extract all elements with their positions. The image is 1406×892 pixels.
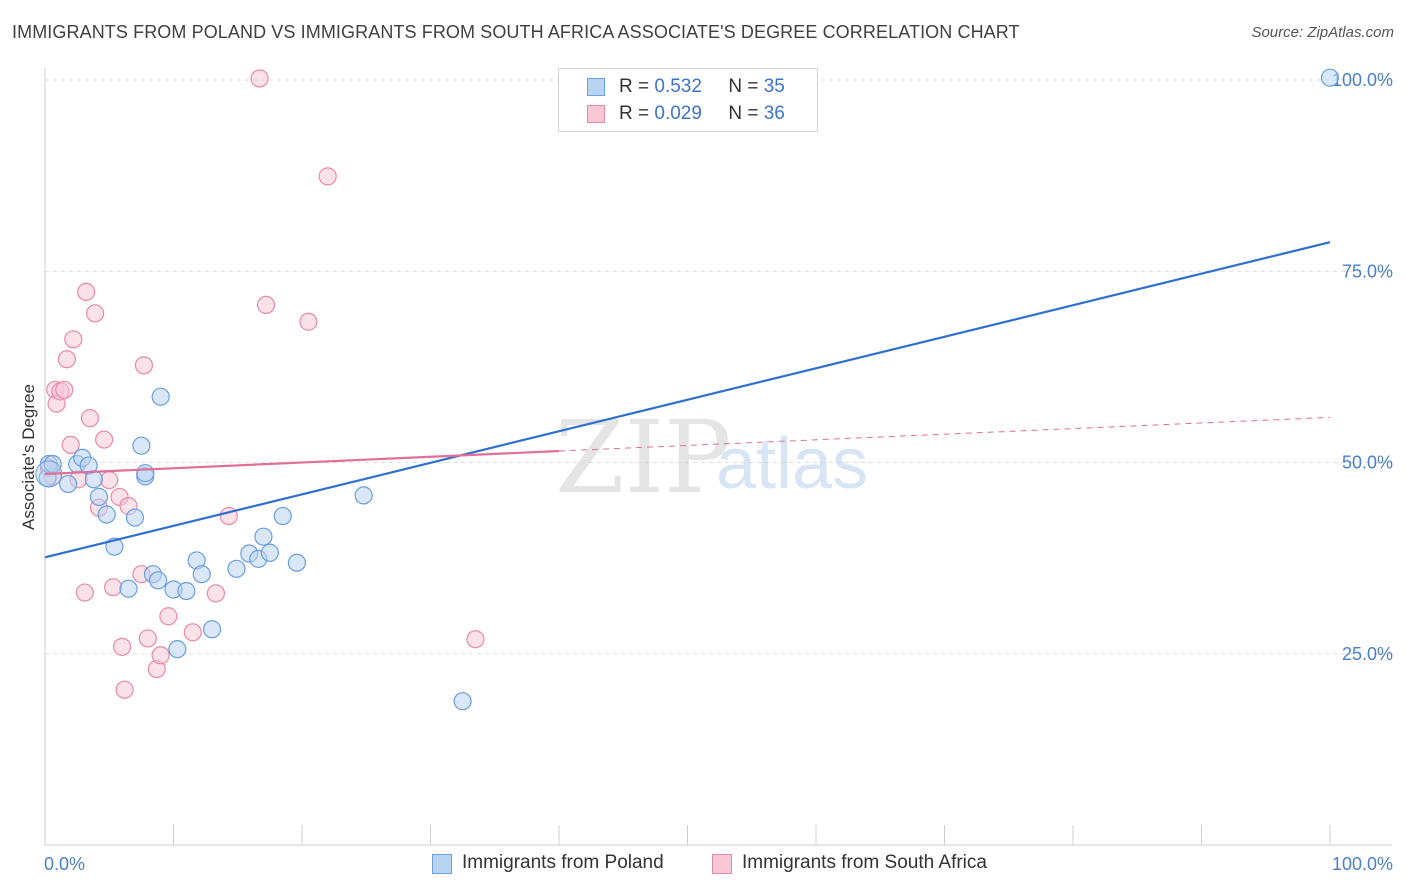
poland-points [35, 68, 1340, 711]
correlation-legend: R = 0.532 N = 35 R = 0.029 N = 36 [558, 68, 818, 132]
data-point-poland [97, 505, 116, 524]
data-point-poland [132, 436, 151, 455]
y-tick-label: 75.0% [1342, 261, 1393, 281]
y-tick-label: 50.0% [1342, 453, 1393, 473]
data-point-south-africa [466, 630, 485, 649]
data-point-poland [168, 640, 187, 659]
data-point-south-africa [299, 312, 318, 331]
data-point-poland [254, 527, 273, 546]
legend-swatch-south-africa [587, 105, 605, 123]
data-point-south-africa [80, 409, 100, 428]
data-point-poland [125, 508, 145, 527]
data-point-poland [148, 571, 168, 590]
data-point-poland [227, 559, 246, 578]
source-label: Source: ZipAtlas.com [1251, 24, 1394, 41]
trend-line-south-africa-extension [558, 416, 1331, 452]
x-tick-label: 0.0% [44, 854, 85, 874]
x-tick-label: 100.0% [1332, 854, 1393, 874]
data-point-south-africa [77, 282, 96, 302]
legend-n-label: N = [728, 76, 759, 97]
data-point-poland [136, 464, 155, 483]
legend-r-label: R = [619, 76, 650, 97]
legend-label-poland: Immigrants from Poland [462, 852, 664, 873]
south-africa-points [39, 69, 485, 699]
data-point-south-africa [57, 350, 76, 369]
y-axis-label: Associate's Degree [19, 384, 38, 530]
legend-label-south-africa: Immigrants from South Africa [742, 852, 987, 873]
watermark: ZIP atlas [555, 399, 868, 516]
data-point-south-africa [100, 470, 119, 490]
data-point-south-africa [86, 304, 105, 323]
data-point-poland [1320, 68, 1340, 87]
data-point-poland [119, 579, 138, 598]
data-point-poland [354, 486, 373, 505]
legend-n-value: 35 [763, 76, 785, 97]
data-point-south-africa [64, 330, 83, 349]
data-point-south-africa [75, 583, 94, 602]
trend-line-poland [44, 241, 1331, 559]
data-point-south-africa [159, 607, 178, 626]
data-point-south-africa [183, 623, 202, 642]
data-point-poland [287, 553, 306, 572]
trend-line-south-africa [44, 449, 560, 476]
data-point-south-africa [112, 637, 132, 656]
data-point-poland [202, 620, 222, 639]
data-point-south-africa [104, 578, 123, 597]
tick-labels: 25.0% 50.0% 75.0% 100.0% 0.0% 100.0% [44, 70, 1393, 874]
data-point-poland [89, 487, 109, 507]
legend-r-label: R = [619, 103, 650, 124]
data-point-south-africa [115, 680, 134, 699]
data-point-poland [177, 581, 196, 601]
data-point-south-africa [95, 430, 114, 449]
data-point-south-africa [61, 435, 80, 455]
data-point-south-africa [206, 584, 226, 603]
data-point-south-africa [256, 295, 276, 315]
bottom-legend-poland: Immigrants from Poland [432, 852, 692, 876]
data-point-south-africa [138, 629, 157, 648]
bottom-legend-south-africa: Immigrants from South Africa [712, 852, 1022, 876]
data-point-poland [260, 543, 279, 562]
y-tick-label: 25.0% [1342, 644, 1393, 664]
data-point-poland [151, 387, 170, 406]
legend-n-value: 36 [763, 103, 785, 124]
data-point-south-africa [55, 380, 74, 399]
legend-swatch-poland [432, 854, 452, 874]
data-point-south-africa [151, 646, 170, 665]
trend-lines [44, 241, 1331, 559]
chart-title: IMMIGRANTS FROM POLAND VS IMMIGRANTS FRO… [12, 22, 1020, 42]
data-point-south-africa [134, 356, 154, 375]
y-tick-label: 100.0% [1332, 70, 1393, 90]
watermark-atlas: atlas [716, 424, 868, 504]
data-point-poland [453, 692, 472, 711]
data-point-poland [273, 506, 292, 526]
legend-swatch-south-africa [712, 854, 732, 874]
data-point-poland [84, 470, 103, 489]
legend-swatch-poland [587, 78, 605, 96]
data-point-south-africa [250, 69, 269, 88]
data-point-south-africa [318, 167, 337, 186]
legend-r-value: 0.532 [654, 76, 702, 97]
legend-r-value: 0.029 [654, 103, 702, 124]
grid-lines [45, 79, 1392, 655]
legend-n-label: N = [728, 103, 759, 124]
data-point-poland [192, 565, 211, 584]
watermark-zip: ZIP [555, 399, 731, 516]
data-point-poland [59, 474, 78, 494]
